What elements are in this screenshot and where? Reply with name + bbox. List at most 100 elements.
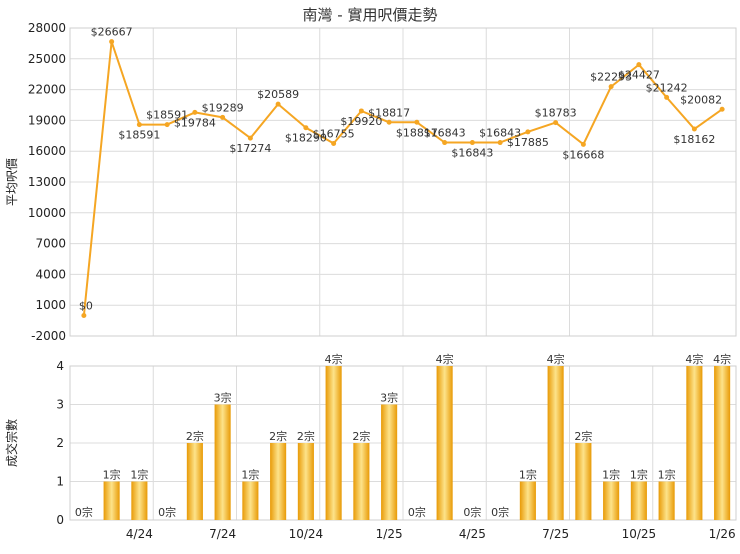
volume-data-label: 4宗 [436,352,454,366]
price-point [275,101,281,107]
y-tick-label: 3 [56,398,64,412]
x-tick-label: 4/25 [459,527,486,541]
volume-bar [686,366,703,520]
x-tick-label: 1/25 [376,527,403,541]
price-point [580,141,586,147]
price-data-label: $18162 [673,133,715,146]
price-point [247,135,253,141]
volume-data-label: 1宗 [658,468,676,482]
volume-data-label: 4宗 [685,352,703,366]
price-point [608,84,614,90]
x-tick-label: 1/26 [709,527,736,541]
price-data-label: $21242 [646,81,688,94]
price-data-label: $20082 [680,93,722,106]
price-point [164,122,170,128]
price-data-label: $22293 [590,71,632,84]
price-data-label: $20589 [257,88,299,101]
price-line-chart: -2000 1000 4000 7000 10000 13000 16000 19000 220… [5,21,737,343]
y-tick-label: 4000 [35,267,66,281]
price-point [414,119,420,125]
price-point [525,129,531,135]
volume-data-label: 1宗 [602,468,620,482]
volume-bar [714,366,731,520]
price-point [636,62,642,68]
plot-frame [69,27,737,337]
price-point [719,106,725,112]
price-data-label: $16843 [451,147,493,160]
volume-bar [436,366,453,520]
volume-data-label: 1宗 [241,468,259,482]
price-data-label: $19784 [174,116,216,129]
y-tick-label: 1000 [35,298,66,312]
price-data-label: $18783 [535,107,577,120]
volume-data-label: 2宗 [186,429,204,443]
price-point [664,94,670,100]
x-tick-label: 10/25 [622,527,657,541]
price-point [81,312,87,318]
y-axis-label: 成交宗數 [4,419,19,467]
price-point [331,140,337,146]
x-tick-label: 4/24 [126,527,153,541]
volume-bar [270,443,287,520]
volume-data-label: 2宗 [574,429,592,443]
volume-data-label: 4宗 [547,352,565,366]
volume-bar [325,366,342,520]
y-tick-label: 1 [56,475,64,489]
plot-frame [69,365,737,521]
price-data-label: $18817 [368,106,410,119]
y-tick-label: 10000 [28,206,66,220]
y-axis-label: 平均呎價 [5,158,19,206]
price-data-label: $0 [79,299,93,312]
price-data-label: $18591 [146,109,188,122]
price-data-label: $26667 [91,26,133,39]
volume-bar [575,443,592,520]
price-data-label: $16843 [479,127,521,140]
volume-data-label: 3宗 [214,391,232,405]
price-point [691,126,697,132]
chart-title: 南灣 - 實用呎價走勢 [303,6,438,24]
volume-data-label: 1宗 [630,468,648,482]
volume-bar [381,404,398,520]
volume-bar [186,443,203,520]
volume-data-label: 0宗 [75,505,93,519]
price-point [358,108,364,114]
volume-data-label: 2宗 [269,429,287,443]
price-data-label: $16668 [562,148,604,161]
volume-data-label: 1宗 [519,468,537,482]
volume-data-label: 1宗 [103,468,121,482]
volume-bar [131,481,148,520]
price-data-label: $24427 [618,69,660,82]
y-tick-label: 7000 [35,237,66,251]
volume-data-label: 2宗 [297,429,315,443]
y-tick-label: 4 [56,359,64,373]
volume-bar-chart: 0 1 2 3 4 成交宗數 0宗 1宗 1宗 0宗 2宗 3宗 1宗 2宗 2宗 4宗 2宗 3宗 0宗 4宗 0宗 0… [4,352,737,541]
y-tick-label: 25000 [28,52,66,66]
volume-data-label: 4宗 [325,352,343,366]
price-data-label: $18591 [118,129,160,142]
x-tick-label: 7/24 [209,527,236,541]
volume-data-label: 0宗 [408,505,426,519]
volume-bar [214,404,231,520]
price-data-label: $16843 [424,127,466,140]
price-data-label: $19920 [340,115,382,128]
volume-data-label: 0宗 [491,505,509,519]
price-point [192,109,198,115]
y-tick-label: 13000 [28,175,66,189]
volume-bar [242,481,259,520]
volume-data-label: 0宗 [158,505,176,519]
y-tick-label: 2 [56,436,64,450]
x-tick-label: 10/24 [289,527,324,541]
price-point [469,140,475,146]
price-data-label: $17885 [507,136,549,149]
price-point [386,119,392,125]
volume-bar [658,481,675,520]
price-data-label: $18817 [396,126,438,139]
volume-data-label: 4宗 [713,352,731,366]
volume-bar [103,481,120,520]
volume-bar [547,366,564,520]
price-data-label: $19289 [202,101,244,114]
price-data-label: $16755 [313,127,355,140]
price-point [442,140,448,146]
volume-data-label: 2宗 [352,429,370,443]
price-data-label: $17274 [229,142,271,155]
